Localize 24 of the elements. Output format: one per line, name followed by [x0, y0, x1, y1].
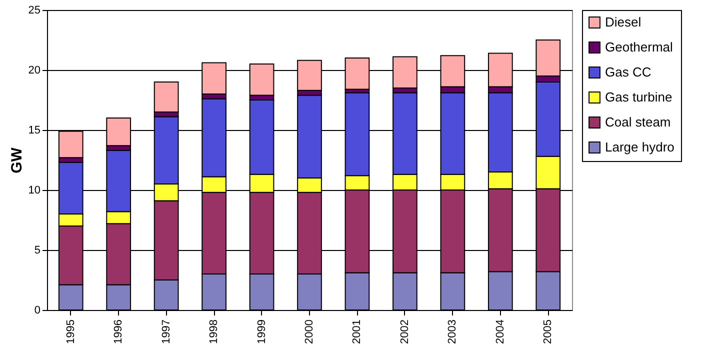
legend-label: Gas turbine: [605, 90, 672, 104]
x-tick-label: 2002: [398, 320, 411, 344]
x-tick-label: 1999: [256, 320, 268, 344]
x-tick-label: 2005: [542, 320, 554, 344]
legend-label: Coal steam: [605, 114, 671, 130]
x-tick-label: 1995: [64, 320, 77, 344]
x-tick-label: 2000: [304, 320, 316, 344]
y-tick-label: 0: [34, 304, 40, 316]
x-tick-label: 2004: [494, 320, 506, 344]
legend-label: Geothermal: [605, 40, 674, 54]
y-axis-title: GW: [8, 146, 26, 174]
x-tick-label: 2001: [351, 320, 364, 344]
y-tick-label: 20: [28, 64, 40, 76]
y-tick-label: 10: [28, 184, 40, 196]
x-tick-label: 1998: [208, 320, 220, 344]
x-tick-label: 2003: [446, 320, 459, 344]
legend-label: Gas CC: [605, 64, 652, 80]
x-tick-label: 1997: [160, 320, 172, 344]
legend-label: Large hydro: [605, 140, 674, 154]
x-tick-label: 1996: [112, 320, 125, 344]
y-tick-label: 15: [28, 124, 40, 136]
y-tick-label: 5: [34, 244, 40, 256]
legend-label: Diesel: [605, 14, 642, 30]
y-tick-label: 25: [28, 4, 40, 16]
